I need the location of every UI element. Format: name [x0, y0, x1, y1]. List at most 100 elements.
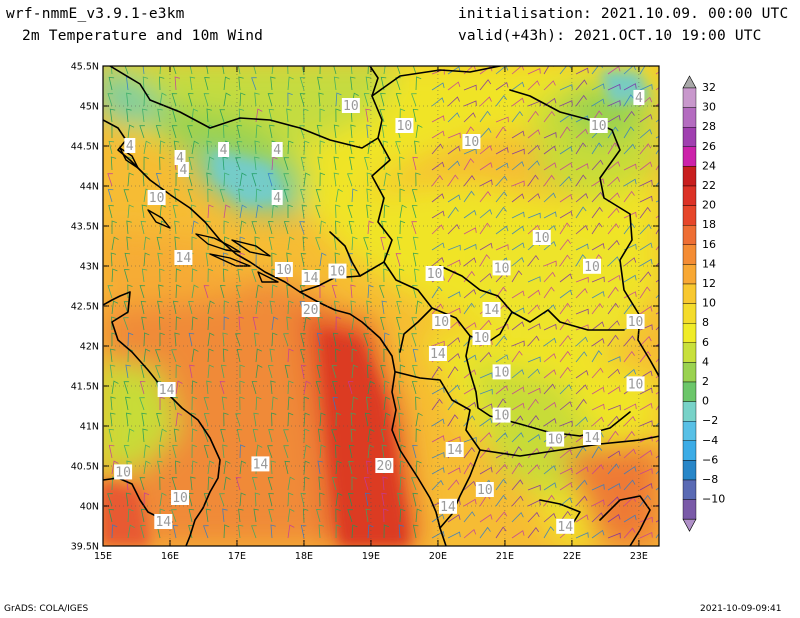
- wind-barb: [495, 398, 507, 411]
- wind-barb: [319, 140, 325, 155]
- wind-barb: [527, 527, 540, 539]
- wind-barb: [108, 428, 115, 443]
- wind-barb: [412, 284, 418, 299]
- wind-barb: [187, 189, 194, 203]
- wind-barb: [316, 509, 322, 523]
- wind-barb: [287, 412, 294, 427]
- wind-barb: [543, 240, 557, 251]
- wind-barb: [591, 303, 604, 315]
- wind-barb: [251, 173, 258, 187]
- lat-tick-label: 44.5N: [71, 142, 99, 153]
- wind-barb: [479, 242, 493, 251]
- wind-barb: [158, 444, 165, 459]
- wind-barb: [239, 92, 246, 107]
- wind-barb: [188, 332, 195, 347]
- wind-barb: [126, 220, 132, 235]
- wind-barb: [381, 300, 388, 315]
- wind-barb: [191, 380, 198, 395]
- wind-barb: [543, 465, 557, 475]
- wind-barb: [207, 476, 214, 491]
- wind-barb: [575, 369, 589, 379]
- wind-barb: [236, 124, 243, 139]
- contour-label: 10: [474, 331, 490, 346]
- wind-barb: [639, 206, 651, 219]
- wind-barb: [159, 492, 167, 507]
- wind-barb: [159, 220, 167, 235]
- wind-barb: [254, 92, 260, 107]
- wind-barb: [543, 211, 557, 219]
- wind-barb: [623, 368, 637, 379]
- colorbar-swatch: [682, 87, 697, 108]
- wind-barb: [623, 126, 635, 139]
- contour-label: 14: [557, 520, 573, 535]
- wind-barb: [347, 205, 353, 219]
- wind-barb: [495, 126, 507, 139]
- wind-barb: [527, 224, 541, 235]
- colorbar-label: 0: [702, 395, 709, 408]
- wind-barb: [255, 364, 263, 379]
- wind-barb: [527, 160, 540, 171]
- wind-barb: [447, 384, 460, 395]
- wind-barb: [127, 428, 135, 443]
- wind-barb: [575, 142, 587, 155]
- wind-barb: [431, 513, 445, 523]
- colorbar-swatch: [682, 460, 697, 481]
- wind-barb: [271, 284, 278, 299]
- wind-barb: [543, 66, 555, 75]
- wind-barb: [527, 110, 539, 123]
- contour-label: 4: [220, 143, 228, 158]
- wind-barb: [575, 79, 588, 91]
- wind-barb: [639, 305, 653, 315]
- wind-barb: [223, 172, 230, 187]
- wind-barb: [315, 205, 321, 219]
- wind-barb: [331, 285, 338, 299]
- wind-barb: [607, 415, 620, 427]
- wind-barb: [447, 96, 460, 107]
- contour-label: 10: [397, 119, 413, 134]
- wind-barb: [431, 68, 445, 75]
- lat-tick-label: 41.5N: [71, 382, 99, 393]
- contour-label-box: [425, 266, 444, 281]
- wind-barb: [511, 225, 525, 235]
- wind-barb: [284, 364, 291, 379]
- wind-barb: [381, 444, 388, 459]
- wind-barb: [238, 508, 244, 523]
- contour-label-box: [147, 190, 166, 205]
- wind-barb: [447, 66, 461, 75]
- wind-barb: [205, 220, 211, 235]
- lat-tick-label: 40.5N: [71, 462, 99, 473]
- wind-barb: [157, 252, 163, 267]
- wind-barb: [188, 508, 195, 523]
- wind-barb: [191, 236, 197, 251]
- wind-barb: [191, 284, 199, 299]
- wind-barb: [607, 83, 621, 91]
- wind-barb: [399, 204, 407, 219]
- wind-barb: [415, 172, 421, 187]
- wind-barb: [236, 348, 243, 363]
- wind-barb: [559, 126, 571, 139]
- wind-barb: [591, 159, 604, 171]
- wind-barb: [463, 436, 477, 443]
- wind-barb: [591, 83, 605, 91]
- wind-barb: [383, 332, 390, 347]
- colorbar-bottom-arrow: [682, 518, 697, 532]
- wind-barb: [479, 162, 493, 171]
- wind-barb: [319, 172, 326, 187]
- wind-barb: [235, 285, 242, 299]
- wind-barb: [431, 479, 444, 491]
- wind-barb: [300, 252, 307, 267]
- wind-barb: [271, 204, 278, 219]
- wind-barb: [623, 466, 637, 475]
- wind-barb: [125, 412, 132, 427]
- wind-barb: [639, 128, 653, 139]
- wind-barb: [623, 527, 636, 539]
- wind-barb: [543, 383, 556, 395]
- wind-barb: [366, 300, 372, 315]
- field-title: 2m Temperature and 10m Wind: [22, 28, 264, 44]
- wind-barb: [447, 81, 461, 91]
- wind-barb: [159, 66, 161, 75]
- wind-barb: [447, 112, 460, 123]
- wind-barb: [110, 252, 117, 267]
- colorbar-swatch: [682, 303, 697, 324]
- wind-barb: [333, 66, 337, 75]
